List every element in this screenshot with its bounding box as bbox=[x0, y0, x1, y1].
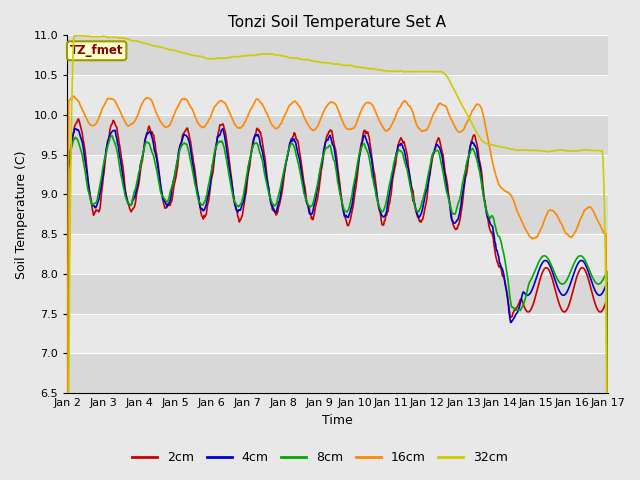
Y-axis label: Soil Temperature (C): Soil Temperature (C) bbox=[15, 150, 28, 278]
Bar bbox=[67, 353, 607, 393]
Text: TZ_fmet: TZ_fmet bbox=[70, 44, 124, 57]
Legend: 2cm, 4cm, 8cm, 16cm, 32cm: 2cm, 4cm, 8cm, 16cm, 32cm bbox=[127, 446, 513, 469]
Bar bbox=[67, 194, 607, 234]
Title: Tonzi Soil Temperature Set A: Tonzi Soil Temperature Set A bbox=[228, 15, 446, 30]
Bar bbox=[67, 115, 607, 155]
Bar bbox=[67, 75, 607, 115]
X-axis label: Time: Time bbox=[322, 414, 353, 427]
Bar bbox=[67, 313, 607, 353]
Bar bbox=[67, 36, 607, 75]
Bar bbox=[67, 155, 607, 194]
Bar bbox=[67, 234, 607, 274]
Bar bbox=[67, 274, 607, 313]
